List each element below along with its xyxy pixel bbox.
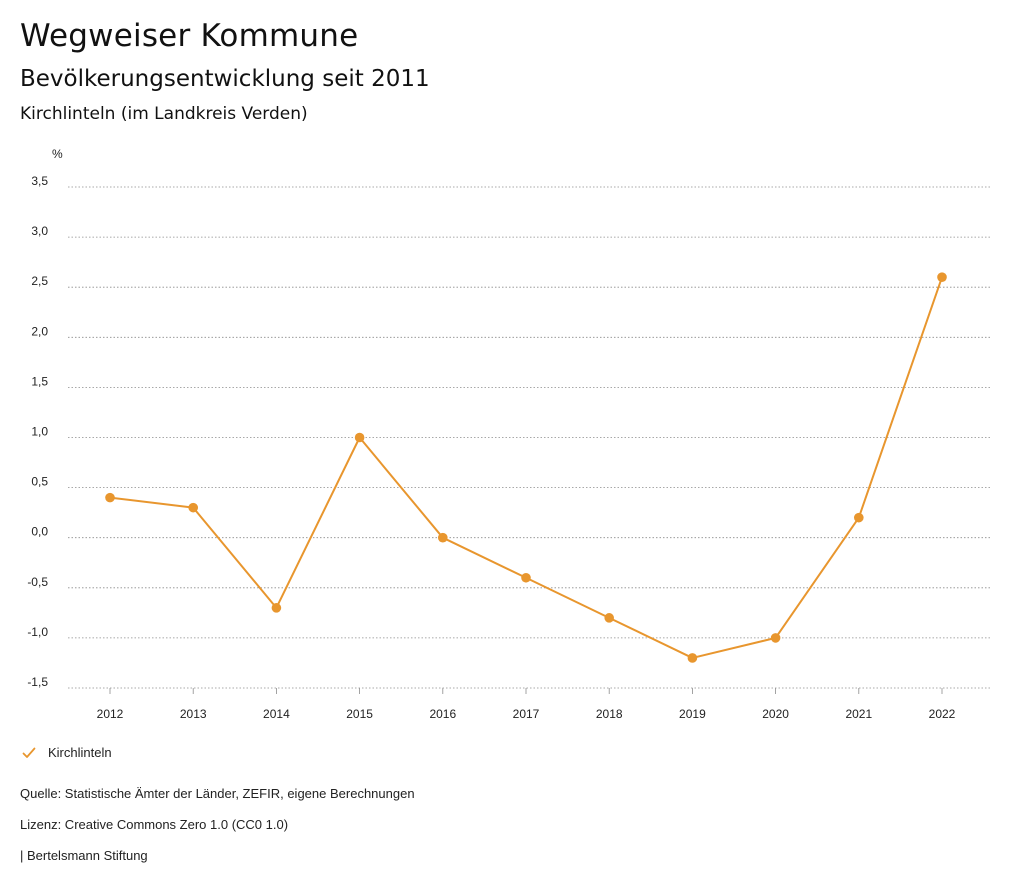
x-tick-label: 2018 (596, 707, 623, 721)
y-tick-label: -1,5 (27, 675, 48, 689)
data-point[interactable] (354, 432, 365, 443)
y-tick-label: 3,5 (31, 174, 48, 188)
y-tick-label: 0,0 (31, 525, 48, 539)
y-tick-label: -1,0 (27, 625, 48, 639)
data-point[interactable] (854, 512, 864, 523)
y-tick-label: 3,0 (31, 224, 48, 238)
y-axis-unit-label: % (52, 147, 63, 161)
line-chart: % 3,5 3,0 2,5 2,0 1,5 1,0 0,5 0,0 -0,5 -1,0 -1,5 2… (27, 147, 990, 721)
x-tick-label: 2014 (263, 707, 290, 721)
series-line-kirchlinteln (109, 276, 943, 659)
data-point[interactable] (604, 613, 614, 623)
x-tick-label: 2012 (97, 707, 124, 721)
x-tick-label: 2020 (762, 707, 789, 721)
x-tick-label: 2015 (346, 707, 373, 721)
legend-check-icon (22, 747, 36, 758)
x-tick-label: 2022 (929, 707, 956, 721)
y-tick-label: 2,5 (31, 274, 48, 288)
y-axis-ticks: 3,5 3,0 2,5 2,0 1,5 1,0 0,5 0,0 -0,5 -1,0 -1,5 (27, 174, 48, 689)
data-point[interactable] (770, 633, 781, 643)
x-axis-ticks: 2012 2013 2014 2015 2016 2017 2018 2019 2020 2021… (97, 688, 956, 721)
data-point[interactable] (438, 532, 448, 543)
x-tick-label: 2016 (429, 707, 456, 721)
y-tick-label: -0,5 (27, 575, 48, 589)
data-point[interactable] (521, 572, 531, 583)
legend-label-kirchlinteln: Kirchlinteln (48, 745, 112, 760)
chart-subtitle: Bevölkerungsentwicklung seit 2011 (20, 66, 430, 92)
source-note: Quelle: Statistische Ämter der Länder, Z… (20, 786, 415, 801)
x-tick-label: 2019 (679, 707, 706, 721)
x-tick-label: 2013 (180, 707, 207, 721)
region-label: Kirchlinteln (im Landkreis Verden) (20, 104, 308, 124)
data-point[interactable] (937, 272, 947, 282)
y-tick-label: 2,0 (31, 324, 48, 338)
y-tick-label: 1,5 (31, 374, 48, 388)
license-note: Lizenz: Creative Commons Zero 1.0 (CC0 1… (20, 817, 289, 832)
publisher-note: | Bertelsmann Stiftung (20, 848, 148, 863)
series-group (105, 272, 947, 663)
x-tick-label: 2021 (845, 707, 872, 721)
x-tick-label: 2017 (513, 707, 540, 721)
y-tick-label: 1,0 (31, 425, 48, 439)
data-point[interactable] (105, 492, 115, 503)
y-tick-label: 0,5 (31, 475, 48, 489)
data-point[interactable] (188, 502, 198, 513)
grid-lines (68, 186, 990, 689)
legend[interactable]: Kirchlinteln (22, 745, 112, 760)
data-point[interactable] (687, 653, 698, 663)
chart-title: Wegweiser Kommune (20, 18, 359, 54)
data-point[interactable] (271, 603, 282, 613)
